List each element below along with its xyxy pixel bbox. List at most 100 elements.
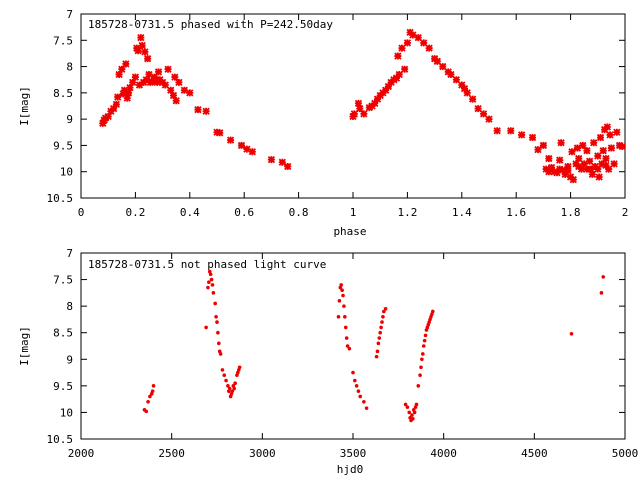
unphased-data-point bbox=[381, 314, 385, 319]
unphased-data-point bbox=[407, 410, 412, 415]
phased-x-tick-label: 1.8 bbox=[561, 206, 581, 219]
phased-data-point bbox=[598, 160, 606, 168]
phased-data-point bbox=[594, 152, 602, 160]
phased-data-point bbox=[606, 131, 614, 139]
phased-data-point bbox=[439, 62, 447, 71]
phased-data-point bbox=[124, 89, 133, 97]
unphased-data-point bbox=[364, 406, 369, 410]
phased-data-point bbox=[120, 86, 129, 94]
unphased-data-point bbox=[209, 277, 214, 282]
phased-data-point bbox=[447, 70, 455, 79]
phased-data-point bbox=[558, 166, 567, 174]
unphased-data-point bbox=[362, 400, 366, 404]
phased-data-point bbox=[99, 119, 107, 127]
phased-data-point bbox=[550, 168, 558, 176]
unphased-data-point bbox=[569, 331, 574, 336]
phased-data-point bbox=[167, 86, 175, 94]
unphased-x-tick-label: 4000 bbox=[430, 447, 457, 460]
phased-data-point bbox=[579, 141, 587, 150]
unphased-data-point bbox=[422, 338, 427, 343]
phased-data-point bbox=[458, 81, 466, 89]
phased-data-point bbox=[144, 55, 152, 63]
phased-data-point bbox=[553, 169, 561, 177]
phased-data-point bbox=[474, 104, 482, 113]
phased-data-point bbox=[479, 110, 488, 118]
phased-data-point bbox=[590, 139, 598, 147]
phased-data-point bbox=[594, 165, 602, 173]
phased-data-point bbox=[145, 70, 153, 79]
phased-x-tick-label: 1.2 bbox=[397, 206, 417, 219]
phased-data-point bbox=[602, 154, 610, 163]
phased-data-point bbox=[164, 65, 172, 73]
phased-x-tick-label: 1 bbox=[350, 206, 357, 219]
phased-data-point bbox=[118, 65, 126, 73]
phased-data-point bbox=[583, 165, 591, 173]
unphased-plot-frame bbox=[80, 252, 626, 440]
phased-data-point bbox=[138, 41, 146, 50]
unphased-light-curve-panel: 185728-0731.5 not phased light curve hjd… bbox=[18, 247, 638, 476]
phased-data-point bbox=[384, 82, 392, 91]
unphased-x-tick-label: 2000 bbox=[68, 447, 95, 460]
phased-y-tick-label: 7.5 bbox=[53, 34, 73, 47]
phased-data-point bbox=[561, 170, 569, 178]
unphased-data-point bbox=[375, 349, 380, 354]
phased-data-point bbox=[534, 145, 542, 154]
unphased-data-point bbox=[421, 344, 426, 348]
phased-data-point bbox=[613, 128, 621, 136]
unphased-x-tick-label: 4500 bbox=[521, 447, 548, 460]
unphased-data-point bbox=[379, 325, 383, 330]
unphased-data-point bbox=[151, 384, 156, 388]
phased-data-point bbox=[403, 39, 412, 47]
unphased-data-point bbox=[380, 320, 384, 324]
phased-y-axis-title: I[mag] bbox=[18, 86, 31, 126]
phased-data-point bbox=[564, 162, 572, 171]
phased-data-point bbox=[596, 133, 605, 142]
phased-data-point bbox=[545, 154, 553, 163]
phased-data-point bbox=[575, 162, 583, 171]
unphased-axis-ticks: 2000 2500 3000 3500 4000 4500 5000 7 7.5 8 8.5 9 9.5… bbox=[47, 247, 639, 460]
unphased-data-point bbox=[341, 293, 345, 298]
phased-y-tick-label: 10 bbox=[60, 166, 73, 179]
phased-data-point bbox=[392, 74, 401, 82]
unphased-data-point bbox=[339, 283, 344, 287]
phased-data-point bbox=[518, 131, 526, 139]
phased-data-point bbox=[267, 155, 276, 164]
phased-data-point bbox=[115, 70, 123, 79]
phased-data-point bbox=[237, 141, 246, 150]
phased-data-point bbox=[610, 160, 618, 168]
unphased-data-point bbox=[207, 280, 211, 285]
phased-data-point bbox=[172, 97, 180, 105]
phased-data-point bbox=[485, 115, 493, 123]
phased-data-point bbox=[226, 136, 235, 144]
unphased-data-point bbox=[343, 325, 348, 330]
phased-data-point bbox=[171, 73, 179, 81]
phased-y-tick-label: 7 bbox=[66, 8, 73, 21]
phased-data-point bbox=[137, 34, 145, 42]
phased-x-tick-label: 1.6 bbox=[506, 206, 526, 219]
phased-data-point bbox=[141, 48, 149, 56]
phased-data-point bbox=[568, 148, 576, 156]
unphased-data-point bbox=[210, 283, 215, 287]
unphased-data-point bbox=[377, 336, 382, 340]
unphased-data-point bbox=[230, 389, 235, 393]
unphased-data-point bbox=[601, 275, 606, 279]
phased-data-point bbox=[114, 93, 122, 101]
phased-data-point bbox=[587, 165, 595, 173]
unphased-data-point bbox=[206, 285, 210, 290]
unphased-data-point bbox=[410, 413, 414, 417]
unphased-data-point bbox=[430, 309, 435, 314]
phased-data-point bbox=[433, 57, 441, 65]
phased-data-point bbox=[371, 99, 379, 108]
phased-y-tick-label: 8 bbox=[66, 61, 73, 74]
phased-data-points bbox=[99, 28, 626, 184]
phased-data-point bbox=[595, 173, 603, 181]
unphased-data-point bbox=[214, 314, 218, 319]
unphased-data-point bbox=[220, 368, 225, 372]
phased-data-point bbox=[545, 168, 553, 176]
unphased-x-tick-label: 3500 bbox=[340, 447, 367, 460]
phased-data-point bbox=[556, 156, 564, 164]
unphased-data-point bbox=[347, 346, 352, 351]
phased-data-point bbox=[122, 60, 130, 68]
phased-data-point bbox=[110, 104, 118, 113]
phased-data-point bbox=[586, 157, 594, 165]
